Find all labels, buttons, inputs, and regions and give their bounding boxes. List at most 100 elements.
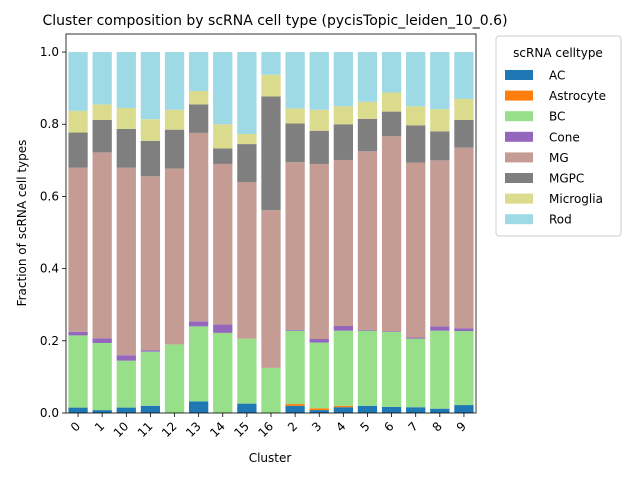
legend-frame (495, 35, 622, 237)
x-tick-label: 10 (111, 419, 132, 440)
x-tick-label: 6 (381, 419, 396, 434)
bar-segment-ac-cluster-1 (92, 410, 112, 413)
bar-segment-bc-cluster-15 (237, 338, 257, 404)
bar-segment-microglia-cluster-6 (381, 92, 402, 112)
bar-segment-microglia-cluster-12 (164, 109, 185, 130)
bar-segment-cone-cluster-11 (140, 350, 161, 352)
y-axis-label: Fraction of scRNA cell types (15, 140, 29, 307)
bar-segment-rod-cluster-14 (213, 52, 233, 125)
bar-segment-mgpc-cluster-7 (406, 125, 426, 163)
bar-segment-ac-cluster-11 (140, 405, 161, 413)
bar-segment-rod-cluster-10 (116, 52, 136, 108)
bar-segment-mg-cluster-11 (140, 176, 161, 351)
bar-segment-bc-cluster-16 (261, 367, 281, 413)
legend-swatch-rod (505, 214, 533, 225)
bar-segment-mg-cluster-14 (213, 163, 233, 325)
bar-segment-bc-cluster-5 (357, 330, 378, 406)
bar-segment-cone-cluster-3 (309, 339, 329, 343)
bar-segment-rod-cluster-1 (92, 52, 112, 105)
bar-segment-mg-cluster-8 (430, 160, 450, 327)
bar-segment-ac-cluster-10 (116, 407, 136, 413)
bar-segment-astrocyte-cluster-2 (285, 403, 305, 406)
bar-segment-mg-cluster-4 (333, 159, 353, 327)
x-tick-label: 5 (357, 419, 372, 434)
bar-segment-mg-cluster-5 (357, 151, 378, 330)
bar-segment-microglia-cluster-5 (357, 101, 378, 119)
x-tick-label: 12 (159, 419, 180, 440)
x-tick-label: 9 (454, 419, 469, 434)
bar-segment-rod-cluster-9 (454, 52, 474, 99)
legend-swatch-ac (505, 70, 533, 80)
bar-segment-rod-cluster-0 (68, 52, 88, 111)
legend-swatch-microglia (505, 193, 533, 204)
bar-segment-rod-cluster-4 (333, 52, 353, 107)
bar-segment-ac-cluster-15 (237, 403, 257, 413)
x-tick-label: 1 (92, 419, 107, 434)
x-tick-label: 16 (255, 419, 276, 440)
legend-swatch-mg (505, 152, 533, 163)
bar-segment-rod-cluster-11 (140, 52, 161, 120)
legend-label-bc: BC (549, 110, 565, 124)
bar-segment-bc-cluster-4 (333, 330, 353, 406)
bar-segment-mg-cluster-16 (261, 210, 281, 368)
bar-segment-mg-cluster-10 (116, 167, 136, 356)
bar-segment-microglia-cluster-11 (140, 119, 161, 141)
bar-segment-mgpc-cluster-10 (116, 128, 136, 168)
bar-segment-bc-cluster-6 (381, 331, 402, 407)
bar-segment-microglia-cluster-4 (333, 106, 353, 125)
bar-segment-bc-cluster-12 (164, 344, 185, 413)
bar-segment-mgpc-cluster-12 (164, 129, 185, 169)
x-tick-label: 15 (231, 419, 252, 440)
bar-segment-ac-cluster-3 (309, 410, 329, 413)
bar-segment-mgpc-cluster-4 (333, 124, 353, 160)
bar-segment-microglia-cluster-13 (189, 91, 209, 105)
bar-segment-bc-cluster-11 (140, 351, 161, 406)
bar-segment-bc-cluster-9 (454, 331, 474, 406)
y-tick-label: 0.8 (40, 117, 59, 131)
y-tick-label: 0.2 (40, 334, 59, 348)
bar-segment-mg-cluster-12 (164, 168, 185, 345)
bar-segment-mg-cluster-7 (406, 162, 426, 338)
bar-segment-mgpc-cluster-8 (430, 131, 450, 161)
bar-segment-ac-cluster-4 (333, 407, 353, 413)
bar-segment-microglia-cluster-1 (92, 104, 112, 120)
legend-label-cone: Cone (549, 130, 580, 144)
bar-segment-cone-cluster-5 (357, 329, 378, 331)
bar-segment-microglia-cluster-7 (406, 106, 426, 126)
bar-segment-rod-cluster-8 (430, 52, 450, 110)
bar-segment-mgpc-cluster-2 (285, 123, 305, 163)
bar-segment-cone-cluster-2 (285, 329, 305, 331)
bar-segment-ac-cluster-5 (357, 405, 378, 413)
x-axis-label: Cluster (249, 451, 292, 465)
bar-segment-rod-cluster-3 (309, 52, 329, 110)
bar-segment-mgpc-cluster-3 (309, 130, 329, 164)
bar-segment-ac-cluster-9 (454, 405, 474, 413)
bar-segment-mgpc-cluster-13 (189, 104, 209, 133)
legend-label-mgpc: MGPC (549, 172, 584, 186)
legend-title: scRNA celltype (513, 46, 603, 60)
bar-segment-mg-cluster-3 (309, 163, 329, 339)
bar-segment-cone-cluster-14 (213, 324, 233, 333)
legend-label-rod: Rod (549, 213, 572, 227)
bar-segment-ac-cluster-2 (285, 405, 305, 413)
bar-segment-rod-cluster-13 (189, 52, 209, 92)
bar-segment-ac-cluster-7 (406, 407, 426, 413)
bar-segment-microglia-cluster-16 (261, 74, 281, 97)
x-tick-label: 4 (333, 419, 348, 434)
bar-segment-microglia-cluster-3 (309, 109, 329, 131)
bar-segment-ac-cluster-8 (430, 408, 450, 413)
bar-segment-rod-cluster-15 (237, 52, 257, 134)
bar-segment-rod-cluster-2 (285, 52, 305, 109)
bar-segment-astrocyte-cluster-4 (333, 405, 353, 408)
bar-segment-microglia-cluster-0 (68, 110, 88, 133)
bar-segment-cone-cluster-9 (454, 328, 474, 332)
x-tick-label: 11 (135, 419, 156, 440)
bar-segment-ac-cluster-13 (189, 401, 209, 413)
bar-segment-mgpc-cluster-16 (261, 96, 281, 211)
x-tick-label: 8 (430, 419, 445, 434)
bar-segment-mg-cluster-1 (92, 152, 112, 339)
bar-segment-bc-cluster-8 (430, 330, 450, 409)
bar-segment-microglia-cluster-8 (430, 109, 450, 132)
legend-label-microglia: Microglia (549, 192, 603, 206)
